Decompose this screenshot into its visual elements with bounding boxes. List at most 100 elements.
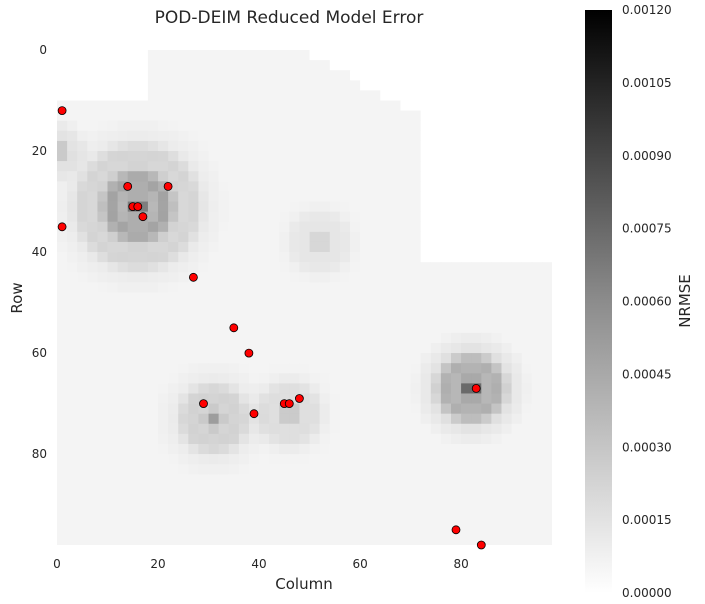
heatmap-cell bbox=[380, 534, 391, 545]
heatmap-cell bbox=[279, 292, 290, 303]
heatmap-cell bbox=[461, 161, 472, 172]
heatmap-cell bbox=[410, 474, 422, 485]
heatmap-cell bbox=[461, 151, 472, 162]
heatmap-cell bbox=[289, 413, 300, 425]
heatmap-cell bbox=[208, 413, 220, 425]
heatmap-cell bbox=[400, 454, 411, 465]
heatmap-cell bbox=[309, 312, 321, 324]
heatmap-cell bbox=[57, 90, 68, 101]
heatmap-cell bbox=[430, 151, 442, 162]
heatmap-cell bbox=[259, 484, 270, 495]
heatmap-cell bbox=[450, 221, 462, 233]
heatmap-cell bbox=[208, 393, 220, 404]
heatmap-cell bbox=[360, 302, 371, 314]
heatmap-cell bbox=[349, 201, 361, 213]
heatmap-cell bbox=[77, 443, 88, 455]
heatmap-cell bbox=[420, 181, 432, 192]
heatmap-cell bbox=[349, 171, 361, 182]
heatmap-cell bbox=[67, 514, 78, 526]
heatmap-cell bbox=[87, 332, 98, 344]
heatmap-cell bbox=[410, 484, 422, 495]
heatmap-cell bbox=[238, 464, 250, 475]
heatmap-cell bbox=[137, 252, 149, 263]
heatmap-cell bbox=[339, 373, 351, 384]
heatmap-cell bbox=[188, 423, 199, 435]
heatmap-cell bbox=[400, 464, 411, 475]
heatmap-cell bbox=[299, 514, 310, 526]
heatmap-cell bbox=[370, 383, 381, 394]
heatmap-cell bbox=[147, 50, 159, 61]
heatmap-cell bbox=[117, 474, 129, 485]
heatmap-cell bbox=[521, 231, 533, 243]
colorbar-ticks: 0.000000.000150.000300.000450.000600.000… bbox=[622, 3, 672, 600]
heatmap-cell bbox=[238, 100, 250, 112]
heatmap-cell bbox=[329, 191, 341, 202]
heatmap-cell bbox=[521, 524, 533, 536]
heatmap-cell bbox=[349, 383, 361, 394]
heatmap-cell bbox=[117, 292, 129, 303]
heatmap-cell bbox=[248, 454, 260, 465]
heatmap-cell bbox=[168, 171, 179, 182]
heatmap-cell bbox=[67, 241, 78, 253]
heatmap-cell bbox=[259, 312, 270, 324]
heatmap-cell bbox=[461, 383, 472, 394]
heatmap-cell bbox=[107, 161, 119, 172]
heatmap-cell bbox=[370, 454, 381, 465]
heatmap-cell bbox=[319, 383, 331, 394]
heatmap-cell bbox=[228, 312, 240, 324]
heatmap-cell bbox=[57, 454, 68, 465]
heatmap-cell bbox=[97, 171, 108, 182]
heatmap-cell bbox=[117, 322, 129, 334]
heatmap-cell bbox=[117, 161, 129, 172]
heatmap-cell bbox=[228, 342, 240, 354]
heatmap-cell bbox=[349, 443, 361, 455]
heatmap-cell bbox=[471, 514, 482, 526]
heatmap-cell bbox=[279, 353, 290, 364]
heatmap-cell bbox=[450, 413, 462, 425]
heatmap-cell bbox=[198, 302, 209, 314]
heatmap-cell bbox=[339, 221, 351, 233]
heatmap-cell bbox=[158, 80, 169, 91]
heatmap-cell bbox=[400, 342, 411, 354]
heatmap-cell bbox=[107, 353, 119, 364]
heatmap-cell bbox=[117, 433, 129, 445]
heatmap-cell bbox=[481, 90, 492, 101]
heatmap-cell bbox=[238, 120, 250, 132]
heatmap-cell bbox=[208, 383, 220, 394]
heatmap-cell bbox=[521, 90, 533, 101]
heatmap-cell bbox=[158, 292, 169, 303]
heatmap-cell bbox=[188, 292, 199, 303]
heatmap-cell bbox=[248, 231, 260, 243]
heatmap-cell bbox=[117, 413, 129, 425]
heatmap-cell bbox=[380, 484, 391, 495]
heatmap-cell bbox=[450, 332, 462, 344]
heatmap-cell bbox=[471, 140, 482, 152]
deim-point bbox=[163, 181, 173, 191]
heatmap-cell bbox=[430, 423, 442, 435]
heatmap-cell bbox=[450, 433, 462, 445]
heatmap-cell bbox=[360, 403, 371, 415]
heatmap-cell bbox=[147, 494, 159, 505]
heatmap-cell bbox=[339, 181, 351, 192]
heatmap-cell bbox=[471, 171, 482, 182]
heatmap-cell bbox=[57, 534, 68, 545]
heatmap-cell bbox=[481, 403, 492, 415]
heatmap-cell bbox=[531, 211, 543, 223]
heatmap-cell bbox=[309, 353, 321, 364]
heatmap-cell bbox=[430, 252, 442, 263]
heatmap-cell bbox=[279, 171, 290, 182]
x-tick-label: 60 bbox=[352, 557, 367, 571]
heatmap-cell bbox=[147, 80, 159, 91]
heatmap-cell bbox=[168, 292, 179, 303]
heatmap-cell bbox=[77, 464, 88, 475]
heatmap-cell bbox=[349, 464, 361, 475]
heatmap-cell bbox=[137, 413, 149, 425]
heatmap-cell bbox=[420, 504, 432, 516]
heatmap-cell bbox=[218, 221, 230, 233]
heatmap-cell bbox=[299, 403, 310, 415]
heatmap-cell bbox=[450, 201, 462, 213]
heatmap-cell bbox=[390, 383, 401, 394]
heatmap-cell bbox=[521, 484, 533, 495]
heatmap-cell bbox=[127, 302, 139, 314]
heatmap-cell bbox=[188, 60, 199, 71]
